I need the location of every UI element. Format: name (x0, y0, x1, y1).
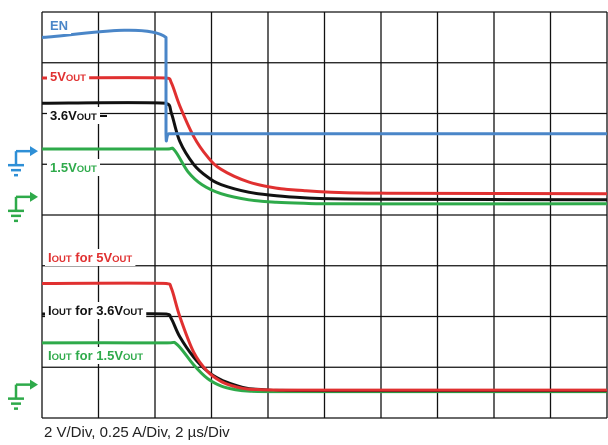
label-text: 3.6V (96, 303, 123, 318)
scale-settings-label: 2 V/Div, 0.25 A/Div, 2 µs/Div (44, 424, 230, 441)
label-subscript: OUT (66, 73, 86, 84)
label-text: for (72, 250, 97, 265)
label-text: 1.5V (50, 160, 77, 175)
label-subscript: OUT (52, 352, 72, 363)
label-subscript: OUT (112, 254, 132, 265)
channel-label-i15: IOUT for 1.5VOUT (48, 348, 143, 363)
label-backdrop (45, 249, 136, 266)
label-subscript: OUT (77, 164, 97, 175)
label-text: 3.6V (50, 108, 77, 123)
ground-markers (8, 146, 38, 410)
channel-label-v5: 5VOUT (50, 69, 86, 84)
label-subscript: OUT (123, 352, 143, 363)
label-text: 1.5V (96, 348, 123, 363)
trace-1-5vout (41, 146, 608, 206)
label-subscript: OUT (52, 307, 72, 318)
waveform-traces (41, 28, 608, 394)
label-backdrop (47, 159, 100, 176)
label-text: EN (50, 18, 68, 33)
channel-label-en: EN (50, 18, 68, 33)
label-text: I (48, 348, 52, 363)
channel-label-i36: IOUT for 3.6VOUT (48, 303, 143, 318)
label-text: 5V (50, 69, 66, 84)
channel-label-v15: 1.5VOUT (50, 160, 97, 175)
label-backdrop (47, 17, 72, 34)
trace-en (41, 28, 607, 143)
label-text: for (72, 303, 97, 318)
trace-iout-for-5vout (41, 281, 607, 392)
trace-5vout (41, 76, 608, 196)
ground-marker-icon-v15 (8, 191, 38, 223)
channel-label-i5: IOUT for 5VOUT (48, 250, 132, 265)
label-text: I (48, 303, 52, 318)
label-text: for (72, 348, 97, 363)
label-subscript: OUT (77, 112, 97, 123)
label-backdrop (47, 107, 100, 124)
label-text: I (48, 250, 52, 265)
channel-label-v36: 3.6VOUT (50, 108, 97, 123)
label-backdrop (47, 68, 90, 85)
label-subscript: OUT (123, 307, 143, 318)
label-backdrop (45, 347, 147, 364)
ground-marker-icon-en (8, 146, 38, 177)
trace-3-6vout (41, 101, 608, 202)
graticule (41, 11, 608, 419)
label-text: 5V (96, 250, 112, 265)
ground-marker-icon-i15 (8, 379, 38, 410)
label-subscript: OUT (52, 254, 72, 265)
label-backdrop (45, 302, 147, 319)
